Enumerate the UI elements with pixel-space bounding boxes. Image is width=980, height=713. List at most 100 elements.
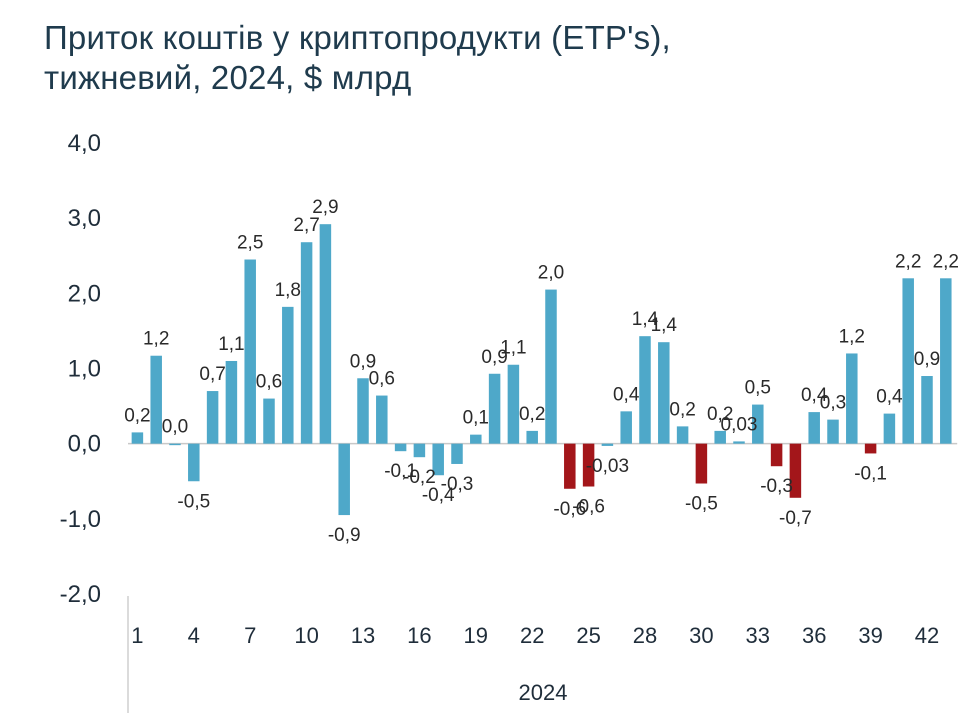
x-tick-label: 28 <box>633 623 657 648</box>
bar <box>864 443 877 454</box>
x-axis-label: 2024 <box>519 680 568 705</box>
data-label: 0,9 <box>914 349 940 370</box>
y-tick-label: 3,0 <box>68 205 101 232</box>
x-tick-label: 36 <box>802 623 826 648</box>
data-label: 2,9 <box>312 197 338 218</box>
bar <box>376 395 388 444</box>
data-label: -0,03 <box>586 456 629 477</box>
data-label: 0,2 <box>669 399 695 420</box>
data-label: 0,2 <box>707 404 733 425</box>
bar <box>639 336 651 444</box>
bar <box>808 412 820 444</box>
bar <box>470 434 482 444</box>
x-tick-label: 42 <box>915 623 939 648</box>
bar <box>263 398 275 444</box>
data-label: -0,5 <box>177 491 210 512</box>
data-label: -0,5 <box>685 494 718 515</box>
data-label: 0,03 <box>721 414 758 435</box>
data-label: 0,9 <box>350 351 376 372</box>
data-label: 0,5 <box>745 378 771 399</box>
x-tick-label: 16 <box>407 623 431 648</box>
data-label: 2,2 <box>895 251 921 272</box>
data-label: 2,5 <box>237 233 263 254</box>
bar <box>770 443 783 467</box>
y-tick-label: 1,0 <box>68 356 101 383</box>
chart-title: Приток коштів у криптопродукти (ETP's), … <box>44 18 671 98</box>
data-label: 0,3 <box>820 393 846 414</box>
data-label: 1,1 <box>500 338 526 359</box>
bar <box>451 443 463 464</box>
data-label: 1,8 <box>275 280 301 301</box>
x-tick-label: 10 <box>294 623 318 648</box>
x-tick-label: 19 <box>464 623 488 648</box>
bar <box>394 443 407 452</box>
bar <box>300 242 313 444</box>
x-tick-label: 7 <box>244 623 256 648</box>
bar <box>150 355 162 444</box>
bars <box>131 224 952 516</box>
y-tick-label: -2,0 <box>60 581 101 608</box>
data-label: 0,9 <box>481 347 507 368</box>
x-tick-label: 30 <box>689 623 713 648</box>
data-label: 0,6 <box>369 369 395 390</box>
bar <box>244 259 256 444</box>
y-tick-label: 4,0 <box>68 130 101 157</box>
data-label: 0,4 <box>876 387 903 408</box>
bar <box>601 443 614 446</box>
data-label: 1,2 <box>143 329 169 350</box>
data-label: 0,1 <box>463 408 489 429</box>
bar <box>846 353 858 444</box>
x-tick-label: 4 <box>188 623 200 648</box>
bar <box>432 443 444 476</box>
data-label: -0,2 <box>403 467 436 488</box>
bar <box>733 441 745 444</box>
bar <box>319 224 332 444</box>
x-tick-label: 22 <box>520 623 544 648</box>
data-label: 0,4 <box>613 384 640 405</box>
bar <box>188 443 200 482</box>
bar <box>413 443 426 458</box>
x-tick-label: 25 <box>576 623 600 648</box>
data-label: -0,6 <box>572 497 605 518</box>
data-label: -0,3 <box>441 474 474 495</box>
data-label: 2,0 <box>538 263 564 284</box>
data-label: -0,3 <box>760 476 793 497</box>
data-label: -0,4 <box>422 485 455 506</box>
x-tick-label: 1 <box>131 623 143 648</box>
bar <box>789 443 802 498</box>
y-tick-label: 0,0 <box>68 431 101 458</box>
data-label: 1,1 <box>218 334 244 355</box>
data-label: 0,6 <box>256 372 282 393</box>
bar <box>827 419 839 444</box>
bar <box>564 443 576 489</box>
bar <box>582 443 595 487</box>
bar <box>921 376 933 444</box>
bar <box>883 413 896 444</box>
y-tick-label: -1,0 <box>60 506 101 533</box>
data-label: -0,1 <box>854 463 887 484</box>
bar <box>206 391 219 444</box>
bar <box>752 404 764 444</box>
x-tick-label: 39 <box>858 623 882 648</box>
data-label: -0,6 <box>553 499 586 520</box>
bar <box>620 411 632 444</box>
bar <box>545 289 557 444</box>
x-tick-label: 33 <box>746 623 770 648</box>
data-label: -0,9 <box>328 525 361 546</box>
data-label: 1,2 <box>839 326 865 347</box>
data-label: 0,7 <box>199 364 225 385</box>
bar <box>714 430 726 444</box>
bar <box>507 364 520 444</box>
chart-title-line-2: тижневий, 2024, $ млрд <box>44 59 412 96</box>
bar <box>169 443 181 446</box>
x-axis-ticks: 1 4 7 10 13 16 19 22 25 28 30 33 36 39 42 <box>131 623 939 648</box>
data-label: 2,7 <box>293 215 319 236</box>
bar <box>282 306 294 444</box>
data-label: 1,4 <box>651 315 678 336</box>
y-axis-ticks: -2,0 -1,0 0,0 1,0 2,0 3,0 4,0 <box>60 130 101 608</box>
data-label: -0,7 <box>779 508 812 529</box>
bar <box>695 443 708 484</box>
bar <box>357 378 369 444</box>
data-label: 0,4 <box>801 385 828 406</box>
